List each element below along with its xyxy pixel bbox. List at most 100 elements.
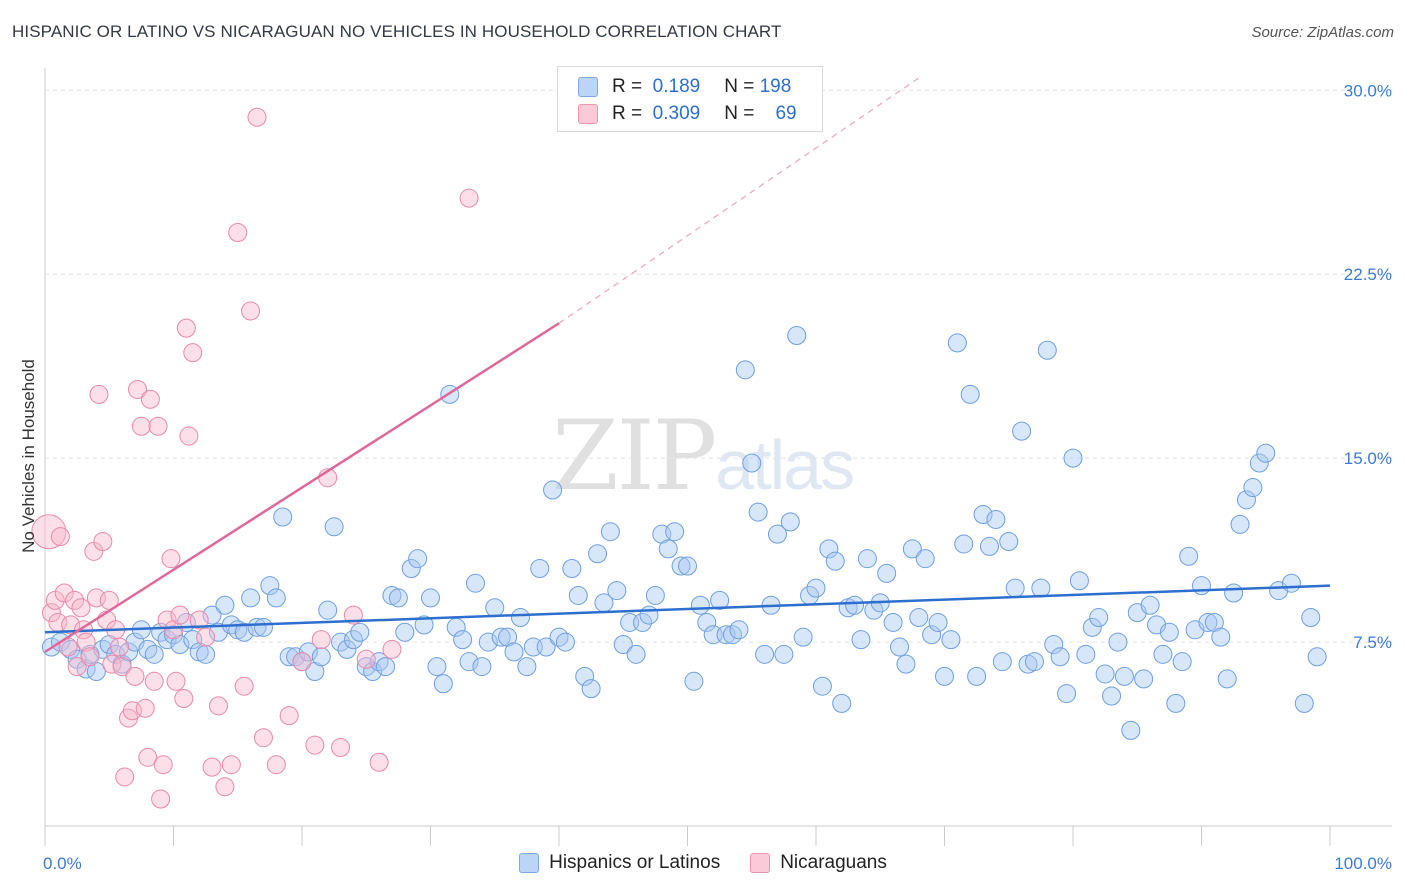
- hispanics-point: [395, 622, 415, 642]
- hispanics-point: [806, 578, 826, 598]
- hispanics-point: [1294, 693, 1314, 713]
- hispanics-point: [896, 654, 916, 674]
- hispanics-point: [947, 333, 967, 353]
- nicaraguans-point: [76, 632, 96, 652]
- series-nicaraguans-points: [31, 107, 479, 809]
- hispanics-point: [967, 666, 987, 686]
- hispanics-point: [1166, 693, 1186, 713]
- hispanics-point: [427, 657, 447, 677]
- hispanics-point: [465, 573, 485, 593]
- hispanics-point: [960, 384, 980, 404]
- legend-swatch-nicaraguans: [578, 104, 598, 124]
- hispanics-point: [716, 625, 736, 645]
- nicaraguans-point: [179, 426, 199, 446]
- hispanics-point: [954, 534, 974, 554]
- hispanics-point: [915, 549, 935, 569]
- correlation-legend: R = 0.189 N = 198 R = 0.309 N = 69: [557, 66, 823, 132]
- hispanics-point: [992, 652, 1012, 672]
- nicaraguans-point: [369, 752, 389, 772]
- hispanics-point: [678, 556, 697, 576]
- hispanics-point: [266, 588, 286, 608]
- r-value-hispanics: 0.189: [652, 76, 701, 97]
- n-label: N =: [724, 103, 755, 124]
- hispanics-point: [1172, 652, 1192, 672]
- legend-item-hispanics[interactable]: Hispanics or Latinos: [519, 852, 720, 874]
- hispanics-point: [999, 532, 1019, 552]
- hispanics-point: [1037, 340, 1057, 360]
- r-value-nicaraguans: 0.309: [652, 103, 701, 124]
- hispanics-point: [504, 642, 524, 662]
- hispanics-point: [1114, 666, 1134, 686]
- nicaraguans-point: [170, 605, 190, 625]
- axes: [44, 68, 1392, 846]
- hispanics-point: [909, 608, 929, 628]
- hispanics-point: [787, 326, 807, 346]
- nicaraguans-point: [128, 379, 148, 399]
- hispanics-point: [1224, 583, 1244, 603]
- hispanics-point: [1134, 669, 1154, 689]
- hispanics-point: [1069, 571, 1089, 591]
- hispanics-point: [877, 563, 897, 583]
- nicaraguans-point: [41, 603, 61, 623]
- hispanics-point: [144, 644, 164, 664]
- y-axis-title: No Vehicles in Household: [19, 359, 38, 553]
- hispanics-point: [453, 630, 473, 650]
- nicaraguans-point: [151, 789, 171, 809]
- nicaraguans-point: [176, 318, 196, 338]
- x-tick-label: 100.0%: [1334, 854, 1392, 873]
- hispanics-point: [253, 617, 273, 637]
- hispanics-point: [774, 644, 794, 664]
- hispanics-point: [588, 544, 608, 564]
- hispanics-point: [645, 585, 665, 605]
- nicaraguans-point: [202, 757, 222, 777]
- hispanics-point: [1095, 664, 1115, 684]
- hispanics-point: [671, 556, 691, 576]
- hispanics-point: [1243, 478, 1263, 498]
- hispanics-point: [1050, 647, 1070, 667]
- hispanics-point: [421, 588, 440, 608]
- nicaraguans-point: [144, 671, 164, 691]
- nicaraguans-point: [50, 527, 70, 547]
- nicaraguans-point: [148, 416, 168, 436]
- hispanics-point: [376, 657, 396, 677]
- hispanics-point: [363, 661, 383, 681]
- hispanics-point: [1076, 644, 1096, 664]
- nicaraguans-point: [234, 676, 254, 696]
- legend-label-hispanics: Hispanics or Latinos: [549, 852, 721, 873]
- hispanics-point: [536, 637, 556, 657]
- nicaraguans-point: [331, 738, 351, 758]
- nicaraguans-point: [174, 688, 194, 708]
- nicaraguans-point: [279, 706, 299, 726]
- hispanics-point: [234, 622, 254, 642]
- nicaraguans-point: [305, 735, 325, 755]
- nicaraguans-point: [89, 384, 109, 404]
- hispanics-point: [337, 639, 357, 659]
- nicaraguans-point: [241, 301, 261, 321]
- nicaraguans-point: [208, 696, 228, 716]
- legend-item-nicaraguans[interactable]: Nicaraguans: [750, 852, 887, 874]
- hispanics-point: [433, 674, 453, 694]
- nicaraguans-point: [54, 583, 74, 603]
- hispanics-point: [639, 605, 659, 625]
- n-label: N =: [724, 76, 755, 97]
- hispanics-point: [819, 539, 839, 559]
- hispanics-point: [575, 666, 595, 686]
- series-hispanics-points: [41, 326, 1327, 740]
- hispanics-point: [343, 630, 363, 650]
- legend-swatch-hispanics: [578, 77, 598, 97]
- hispanics-point: [562, 558, 582, 578]
- hispanics-point: [922, 625, 942, 645]
- watermark-zip: ZIP: [552, 400, 717, 512]
- nicaraguans-point: [80, 647, 100, 667]
- hispanics-point: [1256, 443, 1276, 463]
- nicaraguans-point: [67, 657, 87, 677]
- hispanics-point: [742, 453, 762, 473]
- hispanics-point: [279, 647, 299, 667]
- legend-label-nicaraguans: Nicaraguans: [780, 852, 887, 873]
- hispanics-point: [935, 666, 954, 686]
- y-tick-label: 15.0%: [1344, 449, 1392, 468]
- nicaraguans-point: [125, 666, 145, 686]
- hispanics-point: [973, 505, 993, 525]
- hispanics-point: [1057, 684, 1077, 704]
